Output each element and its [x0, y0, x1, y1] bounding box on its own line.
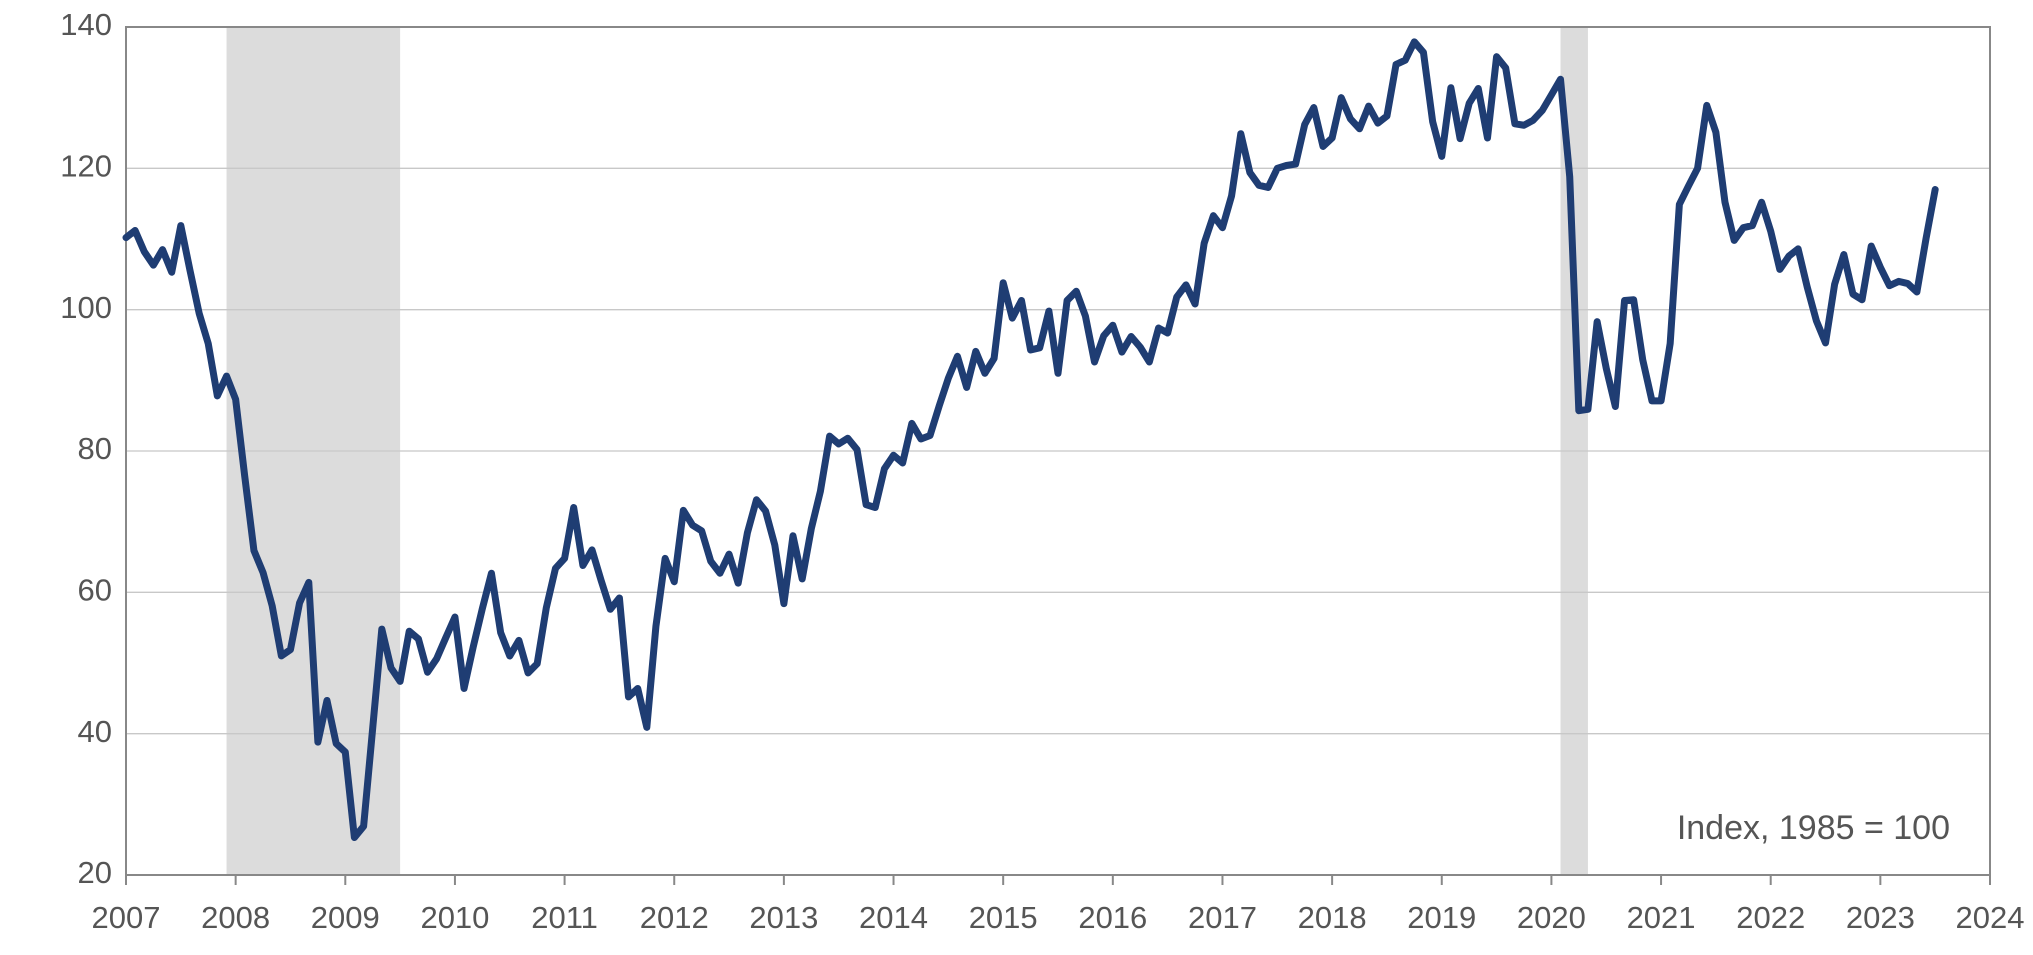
x-tick-label: 2011: [531, 900, 598, 935]
x-tick-label: 2019: [1407, 900, 1476, 935]
x-tick-label: 2017: [1188, 900, 1257, 935]
x-tick-label: 2018: [1298, 900, 1367, 935]
x-tick-label: 2010: [420, 900, 489, 935]
y-tick-label: 140: [60, 7, 112, 42]
x-tick-label: 2016: [1078, 900, 1147, 935]
x-tick-label: 2008: [201, 900, 270, 935]
x-tick-label: 2020: [1517, 900, 1586, 935]
y-tick-label: 80: [78, 431, 112, 466]
y-tick-label: 120: [60, 149, 112, 184]
x-tick-label: 2021: [1627, 900, 1696, 935]
data-line: [122, 38, 1939, 842]
y-tick-label: 40: [78, 714, 112, 749]
y-tick-label: 60: [78, 573, 112, 608]
x-tick-label: 2023: [1846, 900, 1915, 935]
x-tick-label: 2012: [640, 900, 709, 935]
y-tick-label: 100: [60, 290, 112, 325]
x-tick-label: 2014: [859, 900, 928, 935]
y-tick-label: 20: [78, 855, 112, 890]
plot-frame: [125, 26, 1991, 876]
x-tick-label: 2013: [749, 900, 818, 935]
annotation: Index, 1985 = 100: [1677, 809, 1950, 847]
x-tick-label: 2015: [969, 900, 1038, 935]
x-tick-label: 2007: [92, 900, 161, 935]
x-tick-label: 2009: [311, 900, 380, 935]
x-tick-label: 2022: [1736, 900, 1805, 935]
x-tick-label: 2024: [1956, 900, 2025, 935]
